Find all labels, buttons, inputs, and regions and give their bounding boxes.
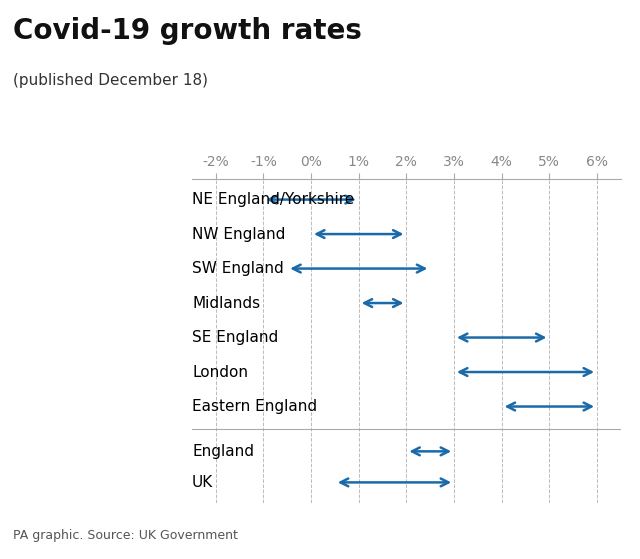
Text: UK: UK — [192, 475, 213, 490]
Text: (published December 18): (published December 18) — [13, 73, 208, 88]
Text: London: London — [192, 364, 248, 380]
Text: SW England: SW England — [192, 261, 284, 276]
Text: NW England: NW England — [192, 226, 285, 241]
Text: England: England — [192, 444, 254, 459]
Text: Eastern England: Eastern England — [192, 399, 317, 414]
Text: NE England/Yorkshire: NE England/Yorkshire — [192, 192, 355, 207]
Text: Midlands: Midlands — [192, 296, 260, 311]
Text: Covid-19 growth rates: Covid-19 growth rates — [13, 17, 362, 45]
Text: PA graphic. Source: UK Government: PA graphic. Source: UK Government — [13, 529, 237, 542]
Text: SE England: SE England — [192, 330, 278, 345]
